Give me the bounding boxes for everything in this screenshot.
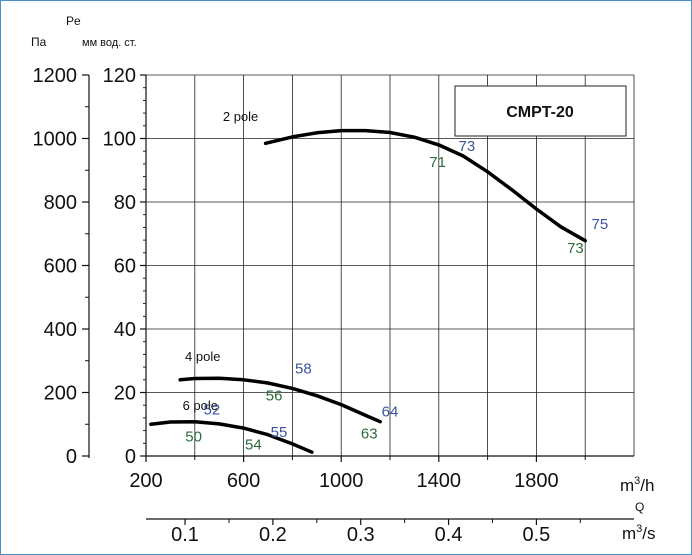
x-tick-label: 1400 xyxy=(417,470,462,492)
y-tick-label-pa: 1000 xyxy=(33,129,78,151)
x2-tick-label: 0.2 xyxy=(259,524,287,546)
curve-label: 6 pole xyxy=(183,398,218,413)
data-label: 55 xyxy=(271,424,288,441)
y-tick-label-pa: 1200 xyxy=(33,65,78,87)
y-tick-label-mm: 60 xyxy=(114,256,136,278)
x-tick-label: 200 xyxy=(129,470,162,492)
y-tick-label-mm: 40 xyxy=(114,319,136,341)
curve-label: 2 pole xyxy=(223,109,258,124)
data-label: 73 xyxy=(459,138,476,155)
x2-tick-label: 0.3 xyxy=(347,524,375,546)
model-title: CMPT-20 xyxy=(506,104,574,121)
data-label: 64 xyxy=(382,403,399,420)
y-tick-label-mm: 100 xyxy=(103,129,136,151)
data-label: 52 xyxy=(204,402,221,419)
x2-tick-label: 0.4 xyxy=(435,524,463,546)
y-tick-label-pa: 800 xyxy=(44,192,77,214)
y-unit-pa: Па xyxy=(31,35,47,49)
data-label: 71 xyxy=(429,154,446,171)
y-tick-label-pa: 0 xyxy=(66,446,77,468)
y-tick-label-mm: 80 xyxy=(114,192,136,214)
y-tick-label-pa: 200 xyxy=(44,383,77,405)
data-label: 73 xyxy=(567,240,584,257)
curve-6-pole xyxy=(149,419,314,454)
data-label: 54 xyxy=(245,437,262,454)
x-unit-bottom: m3/s xyxy=(622,523,656,543)
x-tick-label: 1800 xyxy=(514,470,559,492)
x-tick-label: 1000 xyxy=(319,470,364,492)
x2-tick-label: 0.1 xyxy=(171,524,199,546)
y-unit-mm: мм вод. ст. xyxy=(82,37,137,49)
curve-label: 4 pole xyxy=(185,349,220,364)
data-label: 50 xyxy=(185,429,202,446)
data-label: 75 xyxy=(591,216,608,233)
model-box xyxy=(454,85,627,137)
data-label: 56 xyxy=(266,387,283,404)
y-tick-label-mm: 120 xyxy=(103,65,136,87)
series-group xyxy=(149,128,587,454)
y-tick-label-mm: 0 xyxy=(125,446,136,468)
x-symbol-q: Q xyxy=(635,500,644,514)
curve-4-pole xyxy=(178,376,382,424)
x-unit-top: m3/h xyxy=(620,475,654,495)
y-tick-label-pa: 400 xyxy=(44,319,77,341)
y-symbol-pe: Pe xyxy=(66,14,81,28)
data-label: 63 xyxy=(361,426,378,443)
y-tick-label-mm: 20 xyxy=(114,383,136,405)
data-label: 58 xyxy=(295,360,312,377)
curve-2-pole xyxy=(263,128,587,243)
y-tick-label-pa: 600 xyxy=(44,256,77,278)
x2-tick-label: 0.5 xyxy=(522,524,550,546)
x-tick-label: 600 xyxy=(227,470,260,492)
